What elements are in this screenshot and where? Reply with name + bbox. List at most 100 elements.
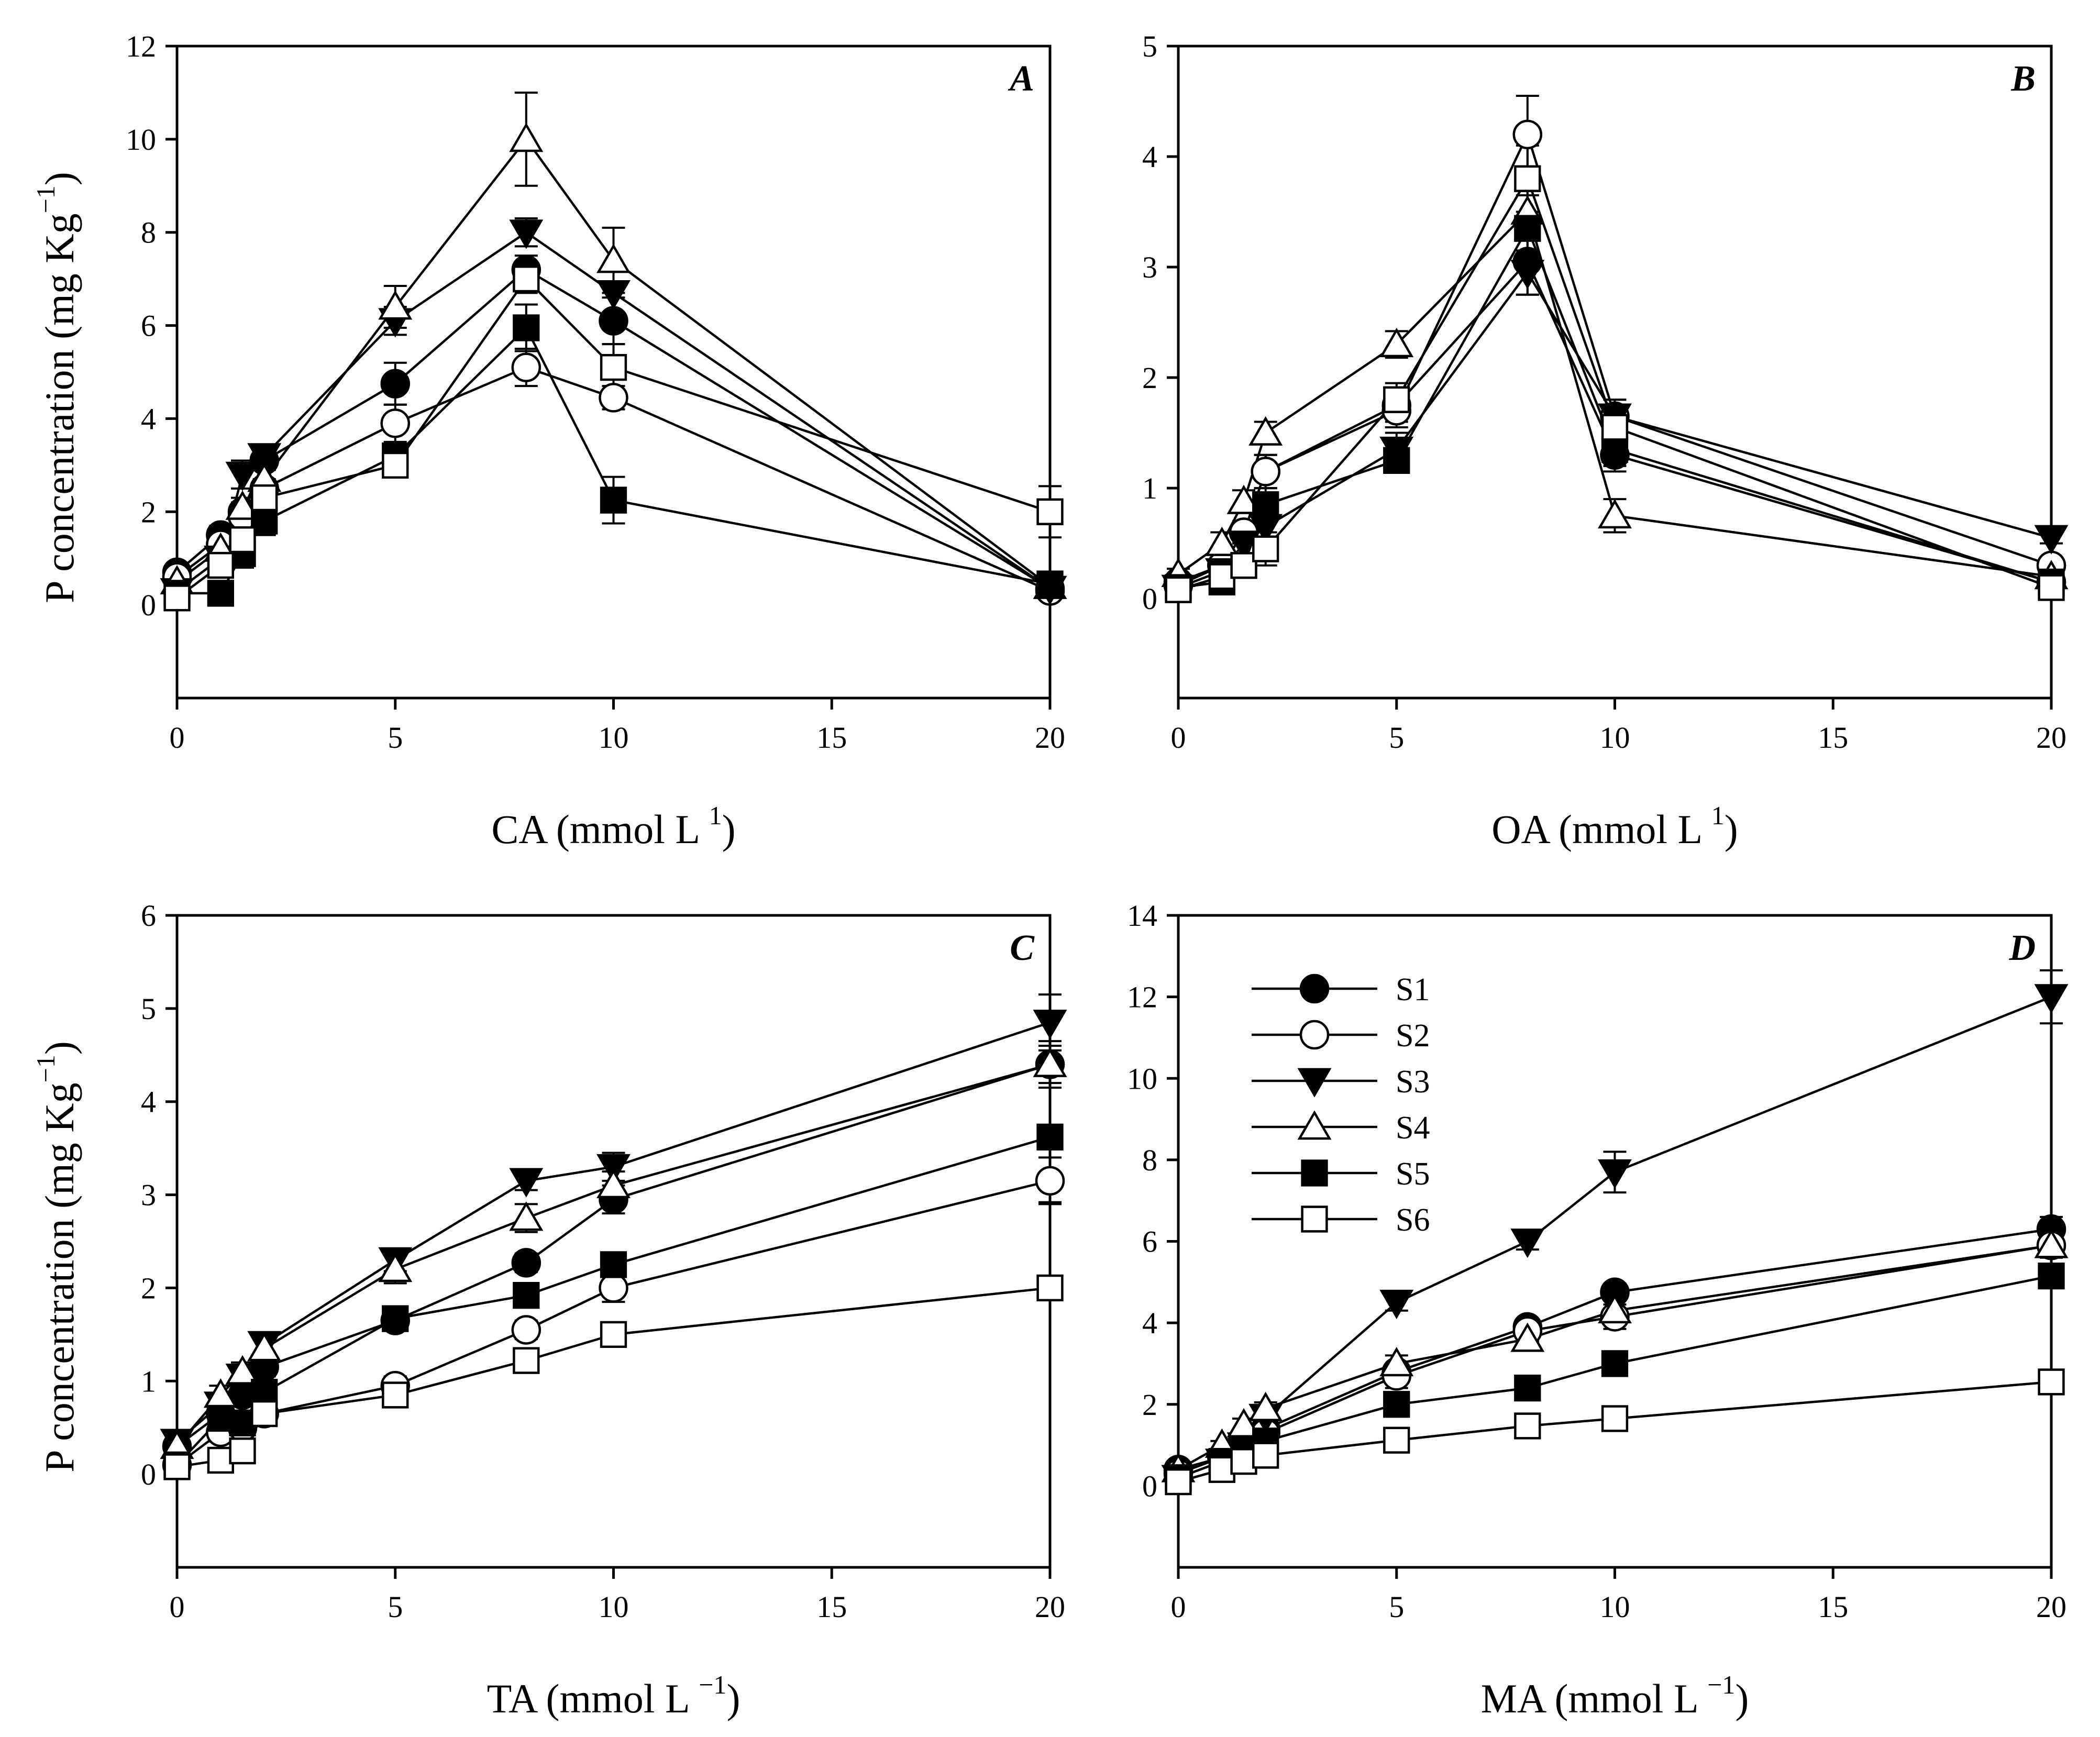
marker-s3 [247,443,282,473]
marker-s5 [1036,570,1064,598]
x-tick-label: 15 [816,1590,847,1624]
marker-s6 [1165,576,1192,603]
legend-marker-s5 [1301,1159,1328,1187]
marker-s2 [511,352,541,382]
y-tick-label: 2 [1142,1388,1157,1422]
x-tick-label: 0 [1171,1590,1186,1624]
marker-s5 [1036,1123,1064,1150]
series-line-s3 [176,1021,1051,1443]
x-tick-label: 20 [1035,1590,1065,1624]
marker-s3 [596,1154,631,1184]
plot-frame [1177,914,2053,1569]
legend: S1 S2 S3 S4 S5 S6 [1252,972,1430,1238]
marker-s4 [378,290,413,320]
x-axis-label: MA (mmol L −1) [1481,1670,1749,1721]
x-tick-label: 10 [1600,721,1630,755]
marker-s6 [229,526,256,554]
y-tick-label: 6 [141,899,156,933]
y-axis-label: P concentration (mg Kg−1) [31,1041,82,1473]
marker-s6 [600,353,627,381]
marker-s3 [1226,530,1261,560]
y-tick-label: 6 [1142,1225,1157,1259]
marker-s5 [2038,1262,2065,1290]
marker-s2 [1512,119,1543,150]
marker-s5 [251,507,278,535]
panel-a: 0 5 10 15 20 0 2 4 6 8 10 12 A CA (mmol L 1) P concent… [31,29,1067,852]
y-tick-label: 4 [1142,1306,1157,1340]
y-tick-label: 5 [141,992,156,1026]
panel-label: A [1008,59,1034,99]
x-axis-label: TA (mmol L −1) [487,1670,740,1721]
marker-s3 [2034,984,2069,1014]
legend-marker-s1 [1299,973,1330,1004]
marker-s4 [1510,1322,1545,1352]
panel-label: D [2008,928,2036,968]
y-tick-label: 1 [141,1364,156,1398]
marker-s4 [378,1253,413,1282]
y-tick-label: 4 [141,1085,156,1119]
marker-s5 [1252,491,1279,518]
x-tick-label: 20 [1035,721,1065,755]
y-tick-label: 10 [126,123,156,157]
x-axis-label: OA (mmol L 1) [1491,801,1738,852]
marker-s3 [2034,525,2069,555]
y-tick-label: 5 [1142,29,1157,63]
x-axis-label: CA (mmol L 1) [491,801,735,852]
marker-s4 [1597,499,1632,529]
x-tick-label: 0 [170,1590,185,1624]
marker-s6 [382,451,409,479]
y-tick-label: 8 [141,216,156,250]
y-tick-label: 3 [1142,250,1157,284]
marker-s6 [1601,414,1629,441]
marker-s5 [600,1251,627,1278]
y-tick-label: 6 [141,309,156,343]
marker-s3 [1597,1159,1632,1189]
marker-s4 [1033,1047,1067,1077]
legend-entry-s5: S5 [1252,1156,1430,1192]
plot-frame [1177,45,2053,700]
marker-s4 [1226,484,1261,514]
y-axis-label: P concentration (mg Kg−1) [31,172,82,603]
marker-s3 [509,219,544,249]
y-tick-label: 10 [1127,1061,1157,1096]
marker-s6 [1514,165,1541,192]
marker-s3 [225,461,260,491]
marker-s5 [513,314,540,341]
y-tick-label: 0 [141,1457,156,1491]
x-tick-label: 0 [1171,721,1186,755]
x-tick-label: 10 [599,721,629,755]
marker-s1 [599,306,628,336]
y-tick-label: 0 [141,588,156,622]
marker-s4 [509,1201,544,1231]
y-tick-label: 4 [141,402,156,436]
marker-s3 [596,280,631,310]
x-tick-label: 5 [388,1590,403,1624]
marker-s6 [163,584,191,612]
y-tick-label: 3 [141,1178,156,1212]
marker-s6 [229,1437,256,1465]
legend-marker-s6 [1301,1205,1328,1233]
marker-s4 [2034,1229,2069,1258]
marker-s3 [1510,1229,1545,1258]
marker-s4 [1248,416,1283,446]
marker-s6 [163,1453,191,1480]
x-tick-label: 10 [1600,1590,1630,1624]
marker-s6 [1230,552,1257,579]
x-tick-label: 15 [1818,1590,1848,1624]
legend-label: S6 [1396,1202,1430,1238]
marker-s6 [2038,574,2065,601]
marker-s6 [1601,1405,1629,1432]
x-tick-label: 20 [2036,1590,2066,1624]
marker-s6 [251,1400,278,1428]
x-tick-label: 0 [170,721,185,755]
marker-s6 [2038,1368,2065,1396]
y-tick-label: 4 [1142,140,1157,174]
marker-s4 [1226,1408,1261,1438]
legend-label: S1 [1396,972,1430,1008]
marker-s4 [1204,526,1239,556]
legend-entry-s1: S1 [1252,972,1430,1008]
marker-s2 [511,1315,541,1345]
marker-s2 [1035,1166,1065,1196]
legend-entry-s3: S3 [1252,1064,1430,1100]
